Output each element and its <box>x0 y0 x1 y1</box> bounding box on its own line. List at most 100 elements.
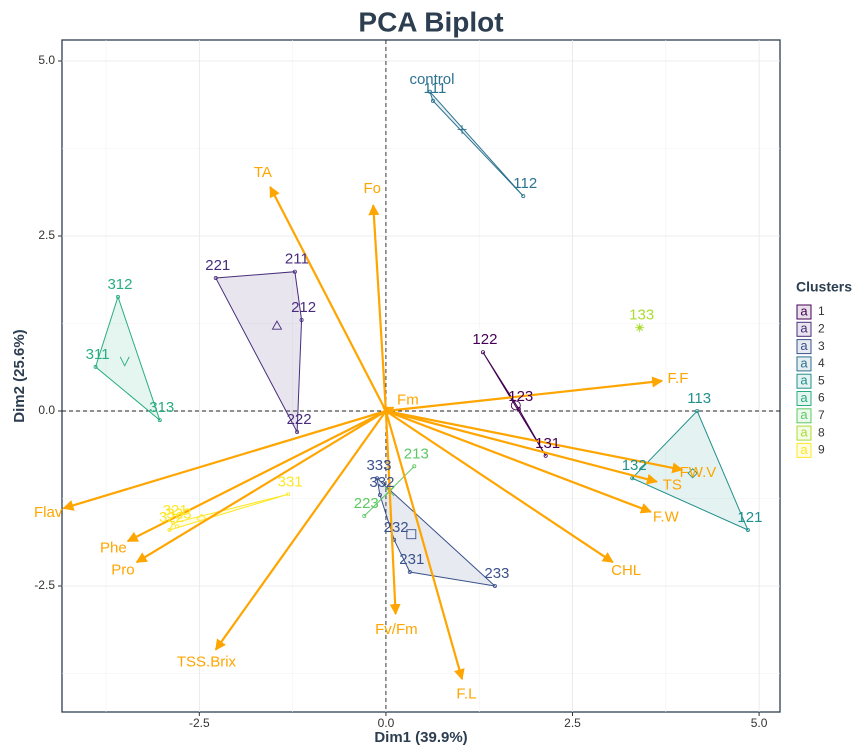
legend-key <box>796 425 812 441</box>
legend-label: 3 <box>818 339 825 353</box>
individual-point <box>521 194 526 199</box>
individual-point <box>115 294 120 299</box>
cluster-hull <box>168 493 289 531</box>
individual-point <box>93 364 98 369</box>
individual-label: 133 <box>629 307 654 324</box>
individual-label: 131 <box>535 435 560 452</box>
individual-point <box>480 350 485 355</box>
variable-arrow <box>214 410 387 651</box>
legend-key-glyph: a <box>800 355 808 370</box>
individual-label: 211 <box>285 251 309 268</box>
variable-label: Fm <box>397 392 419 409</box>
individual-point <box>516 406 521 411</box>
variable-label: FW.V <box>680 464 717 481</box>
variable-arrow <box>126 410 387 543</box>
legend-title: Clusters <box>796 279 852 295</box>
legend-label: 7 <box>818 408 825 422</box>
variable-arrow <box>384 410 465 681</box>
legend-key-glyph: a <box>800 321 808 336</box>
legend-key <box>796 304 812 320</box>
variable-arrow <box>385 409 684 474</box>
legend-key-glyph: a <box>800 373 808 388</box>
individual-point <box>374 476 379 481</box>
cluster-centroid <box>457 125 467 135</box>
individual-label: control <box>409 71 454 88</box>
individual-label: 112 <box>513 175 537 192</box>
variable-label: Fo <box>363 180 381 197</box>
y-axis-title: Dim2 (25.6%) <box>11 329 28 422</box>
individual-point <box>362 514 367 519</box>
individual-label: 331 <box>278 473 303 490</box>
individual-label: 313 <box>149 399 174 416</box>
individual-point <box>167 528 172 533</box>
cluster-centroid <box>635 323 645 333</box>
individual-label: 322 <box>159 509 184 526</box>
x-tick-label: 0.0 <box>378 716 395 730</box>
variable-label: F.W <box>653 508 680 525</box>
variable-arrow <box>384 410 401 616</box>
individual-point <box>377 492 382 497</box>
individual-label: 333 <box>366 457 391 474</box>
individual-label: 123 <box>508 388 533 405</box>
legend-label: 6 <box>818 391 825 405</box>
individual-point <box>171 521 176 526</box>
variable-label: F.F <box>668 370 689 387</box>
legend-key <box>796 373 812 389</box>
variable-arrow <box>368 204 388 412</box>
legend-key-glyph: a <box>800 425 808 440</box>
variable-label: F.L <box>456 685 476 702</box>
chart-title: PCA Biplot <box>358 6 503 37</box>
individual-point <box>213 275 218 280</box>
individual-point <box>295 429 300 434</box>
individual-label: 222 <box>287 411 312 428</box>
legend-key-glyph: a <box>800 338 808 353</box>
cluster-hull <box>631 410 749 531</box>
individual-point <box>745 528 750 533</box>
legend-key-glyph: a <box>800 407 808 422</box>
legend-key <box>796 408 812 424</box>
cluster-hull <box>214 271 303 434</box>
individual-label: 212 <box>291 299 316 316</box>
individual-label: 312 <box>107 276 132 293</box>
variable-arrow <box>385 409 658 485</box>
x-tick-label: -2.5 <box>189 716 210 730</box>
variable-arrow <box>385 376 664 413</box>
individual-point <box>299 317 304 322</box>
cluster-hull <box>376 476 497 587</box>
x-tick-label: 2.5 <box>564 716 581 730</box>
y-tick-label: 2.5 <box>38 228 55 242</box>
variable-label: TS <box>663 477 682 494</box>
legend-key <box>796 339 812 355</box>
variable-arrow <box>385 410 614 564</box>
individual-label: 213 <box>404 445 429 462</box>
variable-label: Pro <box>111 561 134 578</box>
legend-key <box>796 321 812 337</box>
variable-arrow <box>62 409 387 511</box>
y-tick-label: -2.5 <box>34 578 55 592</box>
individual-point <box>427 89 432 94</box>
individual-label: 121 <box>737 509 762 526</box>
variable-label: CHL <box>611 562 641 579</box>
individual-label: 223 <box>354 495 379 512</box>
legend-key <box>796 391 812 406</box>
individual-label: 231 <box>399 551 424 568</box>
individual-point <box>543 453 548 458</box>
legend-key-glyph: a <box>800 390 808 405</box>
plot-panel <box>61 39 781 713</box>
legend-key <box>796 442 812 458</box>
cluster-centroid <box>119 356 130 367</box>
individual-label: 232 <box>384 519 409 536</box>
variable-arrow <box>385 409 652 514</box>
legend-label: 2 <box>818 321 825 335</box>
variable-arrow <box>269 186 387 412</box>
individual-label: 233 <box>484 565 509 582</box>
legend-label: 8 <box>818 425 825 439</box>
cluster-hull <box>482 351 547 457</box>
individual-point <box>630 476 635 481</box>
cluster-centroid <box>406 529 417 540</box>
legend-key <box>796 356 812 372</box>
legend-label: 1 <box>818 304 825 318</box>
legend-label: 9 <box>818 443 825 457</box>
cluster-hull <box>95 295 161 422</box>
